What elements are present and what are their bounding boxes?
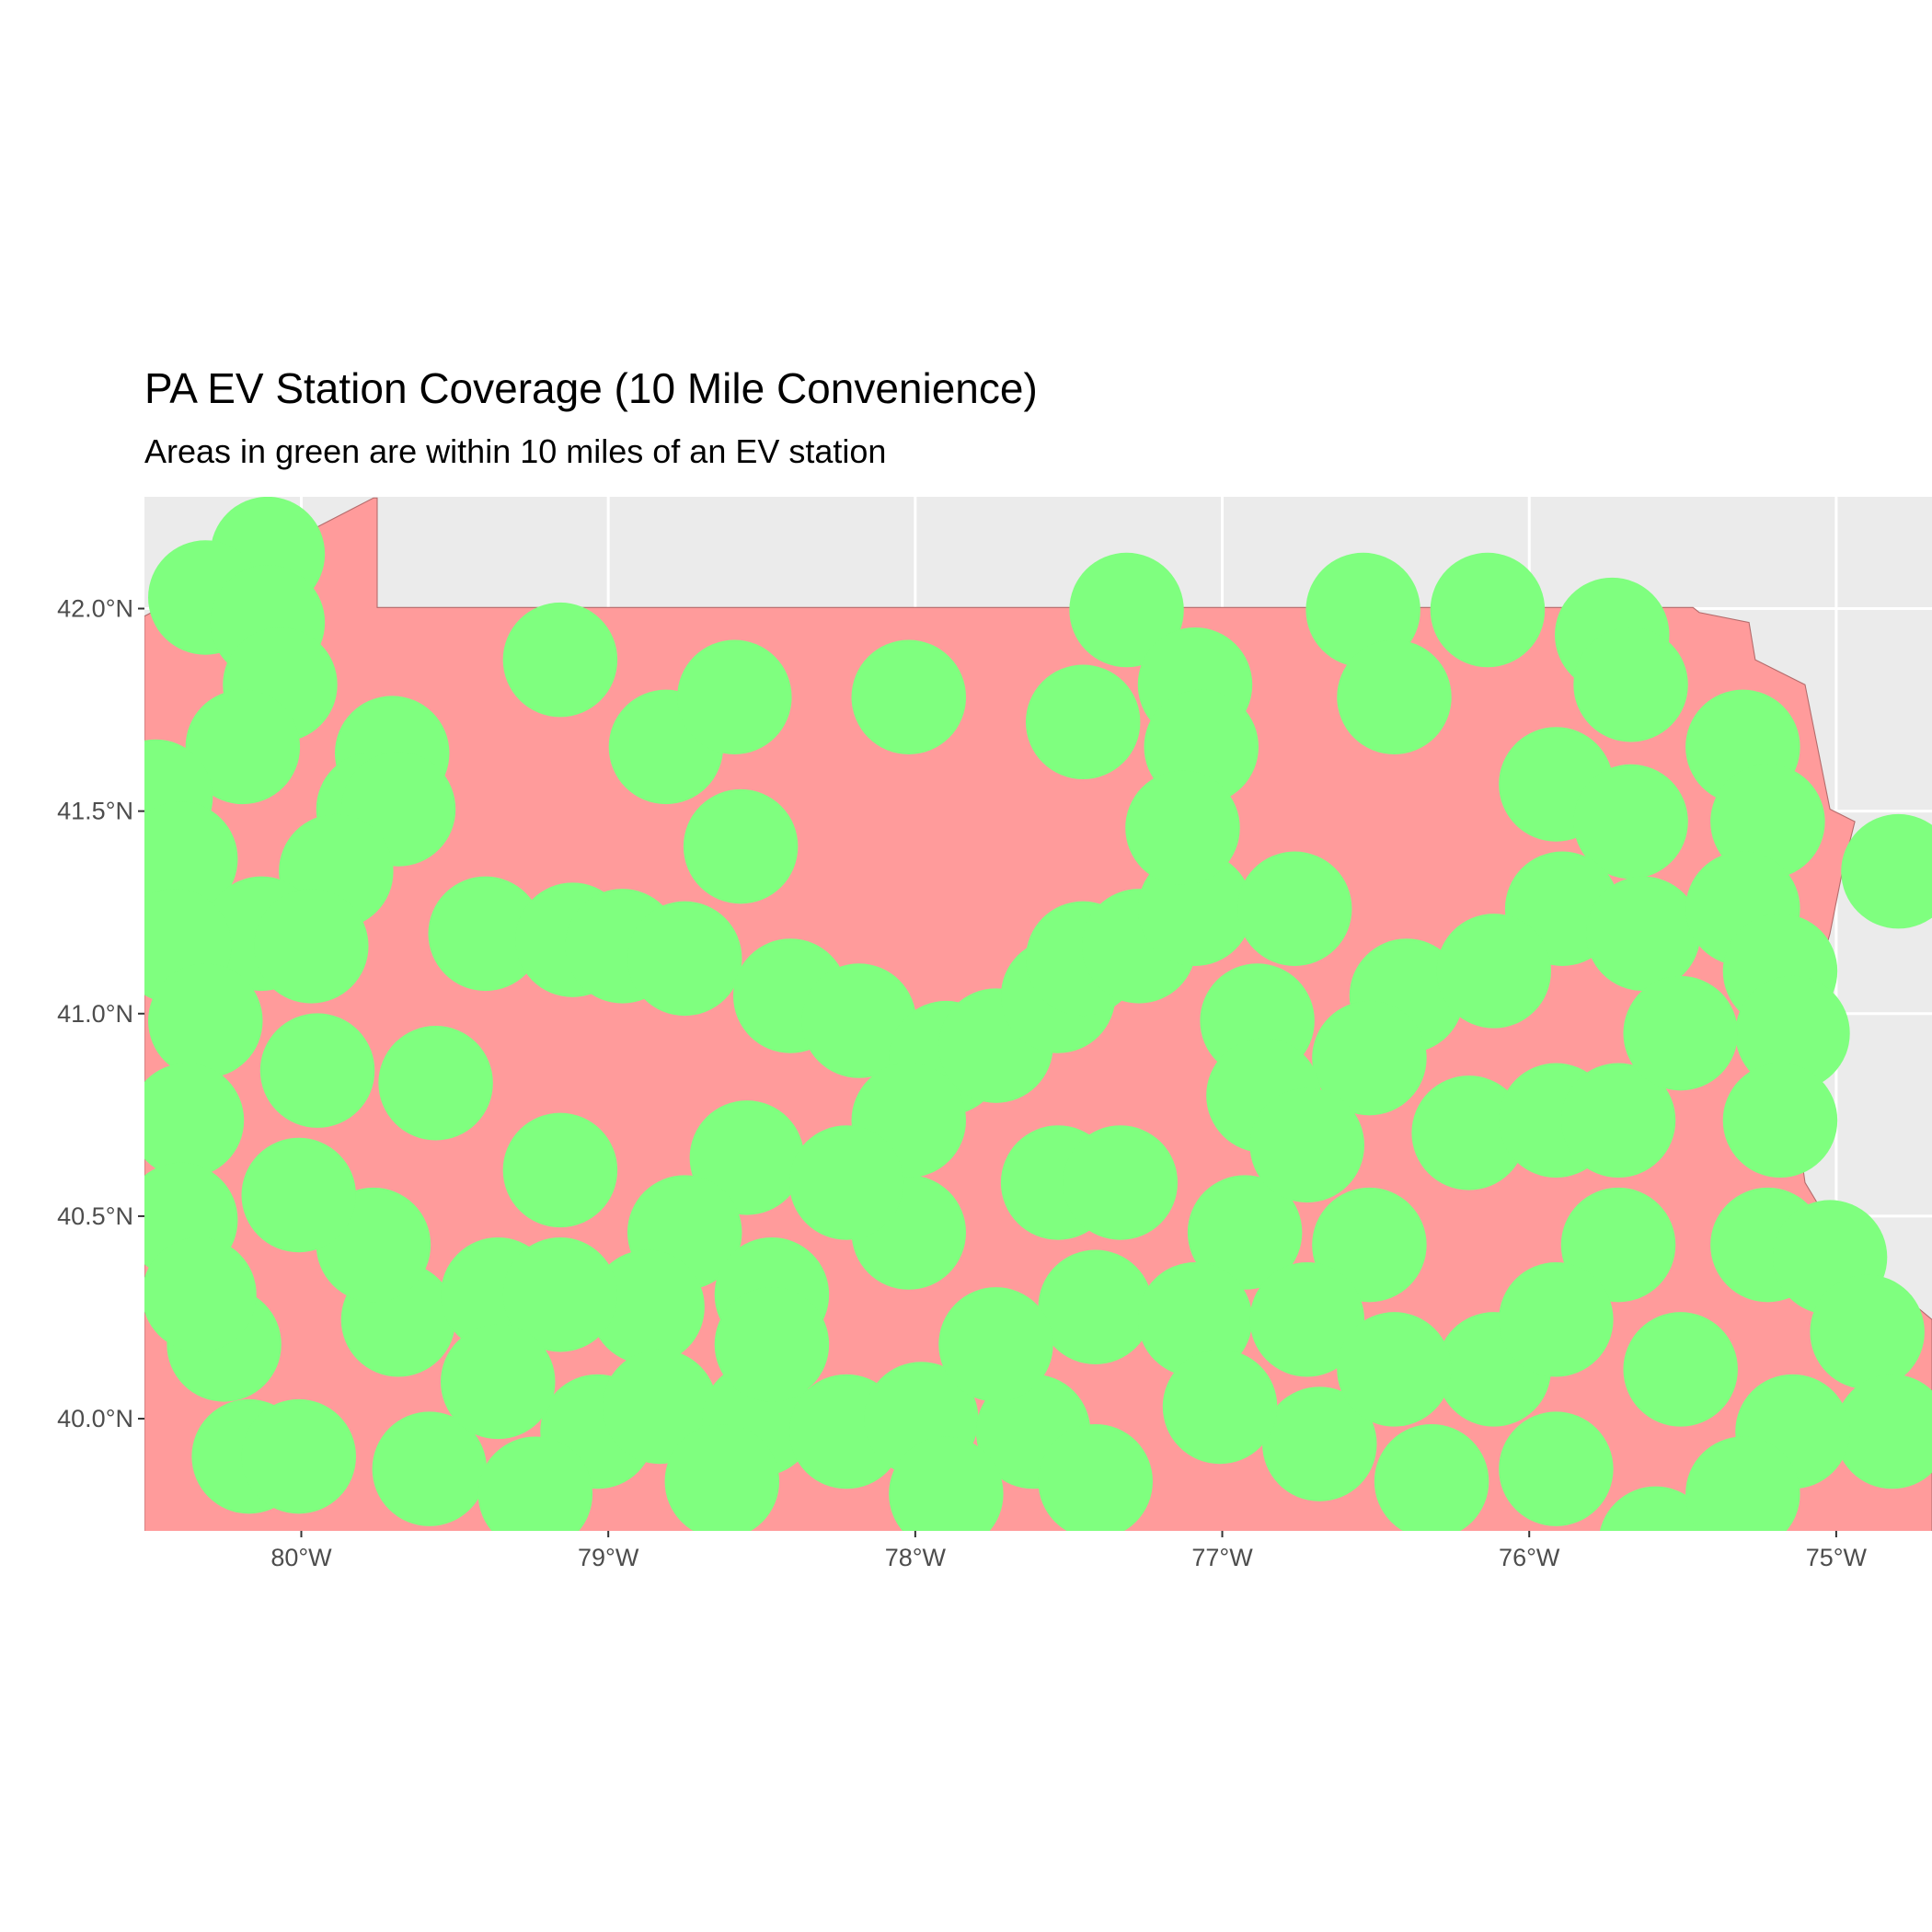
coverage-circle [1623, 975, 1738, 1091]
coverage-circle [502, 1112, 618, 1228]
coverage-circle [1312, 1000, 1427, 1116]
coverage-circle [1063, 1125, 1179, 1240]
coverage-circle [1038, 1249, 1153, 1364]
coverage-circle [1499, 1411, 1614, 1526]
coverage-circle [1685, 1436, 1800, 1531]
coverage-circle [1069, 552, 1184, 668]
coverage-circle [1841, 813, 1932, 929]
coverage-circle [1810, 1274, 1925, 1390]
coverage-circle [1710, 764, 1825, 880]
coverage-circle [259, 1013, 375, 1128]
x-tick-label: 79°W [578, 1544, 639, 1571]
coverage-circle [851, 639, 967, 754]
coverage-circle [683, 788, 799, 904]
y-tick-label: 40.5°N [57, 1202, 133, 1230]
coverage-circle [148, 963, 263, 1078]
coverage-circle [1573, 627, 1688, 742]
y-tick-label: 40.0°N [57, 1405, 133, 1432]
coverage-circle [664, 1423, 780, 1531]
coverage-circle [1305, 552, 1420, 668]
coverage-circle [590, 1249, 705, 1364]
coverage-circle [1374, 1423, 1489, 1531]
coverage-circle [1025, 664, 1141, 780]
coverage-circle [1499, 1262, 1614, 1377]
coverage-circle [1162, 1349, 1278, 1465]
coverage-circle [241, 1137, 356, 1253]
x-tick-label: 77°W [1191, 1544, 1253, 1571]
coverage-circle [241, 1398, 356, 1514]
y-tick-label: 41.5°N [57, 798, 133, 825]
axes: 80°W 79°W 78°W 77°W 76°W 75°W 40.0°N 40.5°N 41.0… [57, 595, 1867, 1571]
map [144, 497, 1932, 1531]
coverage-circle [714, 1287, 830, 1402]
y-tick-label: 42.0°N [57, 595, 133, 623]
coverage-circle [185, 689, 301, 805]
x-tick-label: 75°W [1806, 1544, 1868, 1571]
coverage-circle [1436, 914, 1551, 1029]
coverage-circle [677, 639, 792, 754]
coverage-circle [1623, 1312, 1738, 1427]
coverage-circle [1337, 1312, 1452, 1427]
coverage-circle [1722, 1063, 1838, 1179]
coverage-circle [1585, 876, 1701, 992]
coverage-circle [1249, 1262, 1364, 1377]
coverage-circle [372, 1411, 488, 1526]
coverage-circle [1573, 764, 1688, 880]
coverage-circle [428, 876, 543, 992]
x-tick-label: 78°W [885, 1544, 947, 1571]
coverage-circle [627, 901, 742, 1017]
coverage-circle [477, 1436, 593, 1531]
chart-title: PA EV Station Coverage (10 Mile Convenie… [144, 364, 1038, 412]
coverage-circle [1430, 552, 1546, 668]
coverage-circle [1038, 1423, 1153, 1531]
coverage-circle [1236, 851, 1352, 967]
coverage-circle [801, 963, 916, 1078]
coverage-circle [144, 1237, 257, 1352]
coverage-circle [1560, 1063, 1676, 1179]
coverage-circle [1834, 1374, 1932, 1489]
coverage-circle [440, 1324, 556, 1440]
coverage-circle [1125, 770, 1240, 886]
coverage-circle [1262, 1386, 1377, 1501]
coverage-circle [1735, 975, 1850, 1091]
coverage-circle [1137, 1262, 1253, 1377]
y-tick-label: 41.0°N [57, 1000, 133, 1028]
coverage-circle [1411, 1075, 1526, 1190]
coverage-circle [889, 1436, 1004, 1531]
coverage-circle [1599, 1486, 1712, 1531]
coverage-circle [144, 801, 238, 916]
coverage-circle [254, 889, 369, 1004]
coverage-circle [1249, 1087, 1364, 1203]
coverage-circle [788, 1125, 904, 1240]
coverage [144, 497, 1932, 1531]
coverage-circle [144, 1063, 245, 1179]
coverage-circle [938, 1287, 1053, 1402]
coverage-circle [502, 602, 618, 718]
chart-subtitle: Areas in green are within 10 miles of an… [144, 432, 886, 470]
x-tick-label: 76°W [1499, 1544, 1560, 1571]
x-tick-label: 80°W [270, 1544, 332, 1571]
coverage-circle [378, 1025, 493, 1141]
coverage-circle [502, 1236, 618, 1352]
coverage-circle [1187, 1175, 1303, 1290]
coverage-circle [1337, 639, 1452, 754]
